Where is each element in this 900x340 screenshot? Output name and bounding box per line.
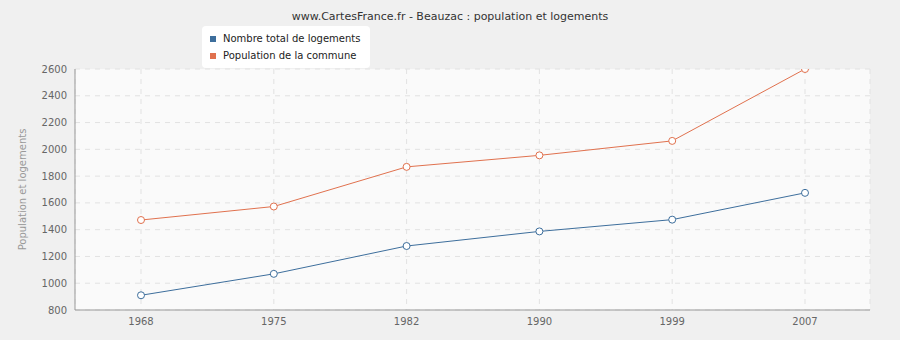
svg-text:1999: 1999	[659, 316, 684, 327]
svg-text:Population et logements: Population et logements	[17, 129, 28, 251]
svg-text:1800: 1800	[42, 171, 67, 182]
html-text:Nombre total de logements: Nombre total de logements	[223, 33, 361, 44]
svg-text:2400: 2400	[42, 90, 67, 101]
html-text:www.CartesFrance.fr - Beauzac: www.CartesFrance.fr - Beauzac : populati…	[291, 10, 609, 23]
svg-text:1200: 1200	[42, 251, 67, 262]
svg-text:1982: 1982	[394, 316, 419, 327]
svg-text:1400: 1400	[42, 224, 67, 235]
svg-text:2200: 2200	[42, 117, 67, 128]
svg-text:2600: 2600	[42, 64, 67, 75]
svg-text:2007: 2007	[792, 316, 817, 327]
svg-text:1975: 1975	[261, 316, 286, 327]
svg-text:2000: 2000	[42, 144, 67, 155]
svg-text:800: 800	[48, 305, 67, 316]
html-text:Population de la commune: Population de la commune	[223, 50, 357, 61]
svg-text:1000: 1000	[42, 278, 67, 289]
svg-text:1968: 1968	[128, 316, 153, 327]
svg-text:1600: 1600	[42, 197, 67, 208]
svg-text:1990: 1990	[527, 316, 552, 327]
